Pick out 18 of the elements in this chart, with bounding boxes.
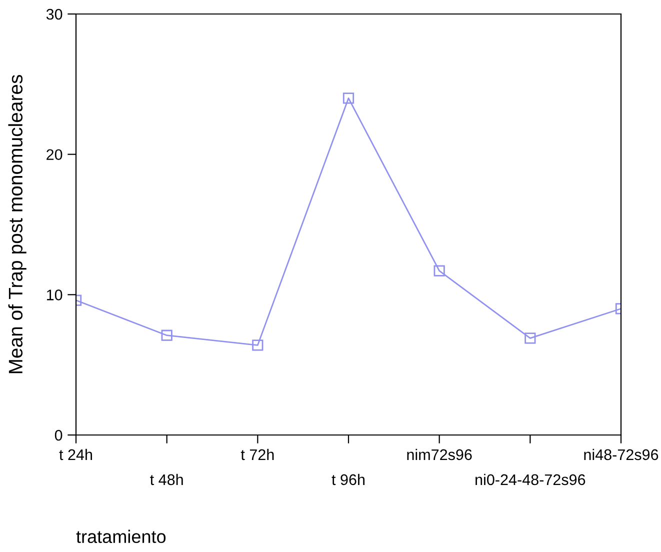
x-tick-label: nim72s96 <box>407 448 472 460</box>
y-axis-title: Mean of Trap post monomucleares <box>8 74 26 374</box>
point <box>524 332 536 344</box>
x-tick-label: t 72h <box>240 448 274 460</box>
x-tick-label: ni48-72s96 <box>584 448 658 460</box>
x-tick-label: ni0-24-48-72s96 <box>476 474 586 486</box>
point <box>434 265 445 276</box>
y-tick-label: 30 <box>46 8 62 20</box>
y-tick-label: 0 <box>54 430 62 441</box>
point <box>342 92 354 104</box>
y-tick-label: 10 <box>46 290 62 300</box>
point <box>161 330 172 341</box>
y-tick-label: 20 <box>46 149 62 160</box>
x-tick-label: t 96h <box>332 474 364 486</box>
x-axis-title: tratamiento <box>76 530 166 544</box>
x-tick-label: t 48h <box>150 474 183 486</box>
x-tick-label: t 24h <box>59 448 92 460</box>
point <box>252 340 264 351</box>
